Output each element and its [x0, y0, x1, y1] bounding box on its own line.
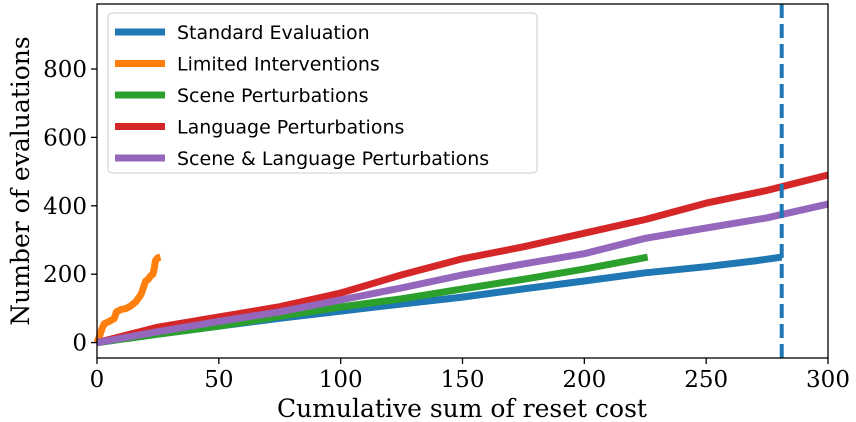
legend-items: Standard Evaluation Limited Interventions…	[115, 22, 489, 170]
x-tick-label: 0	[90, 367, 105, 393]
y-axis-label: Number of evaluations	[6, 36, 35, 325]
legend: Standard Evaluation Limited Interventions…	[107, 12, 538, 174]
x-tick-label: 200	[562, 367, 606, 393]
series-line-language-perturbations	[96, 171, 829, 346]
legend-label-limited-interventions: Limited Interventions	[177, 54, 380, 76]
legend-label-scene-perturbations: Scene Perturbations	[177, 85, 369, 107]
legend-box	[107, 12, 538, 174]
x-axis-label: Cumulative sum of reset cost	[277, 394, 647, 422]
series-line-scene-and-language-perturbations	[96, 200, 829, 347]
legend-label-standard-evaluation: Standard Evaluation	[177, 22, 370, 44]
series-layer	[93, 171, 829, 347]
y-tick-label: 200	[43, 262, 87, 288]
y-tick-label: 600	[43, 125, 87, 151]
y-tick-label: 0	[72, 331, 87, 357]
legend-label-language-perturbations: Language Perturbations	[177, 117, 404, 139]
legend-label-scene-and-language-perturbations: Scene & Language Perturbations	[177, 148, 489, 170]
y-tick-label: 800	[43, 57, 87, 83]
x-axis-ticks: 0 50 100 150 200 250 300	[90, 358, 850, 393]
series-line-scene-perturbations	[96, 253, 649, 347]
x-tick-label: 250	[684, 367, 728, 393]
x-tick-label: 150	[441, 367, 485, 393]
x-tick-label: 300	[806, 367, 850, 393]
x-tick-label: 100	[319, 367, 363, 393]
x-tick-label: 50	[204, 367, 233, 393]
y-tick-label: 400	[43, 194, 87, 220]
y-axis-ticks: 0 200 400 600 800	[43, 57, 97, 357]
series-line-limited-interventions	[93, 253, 162, 344]
